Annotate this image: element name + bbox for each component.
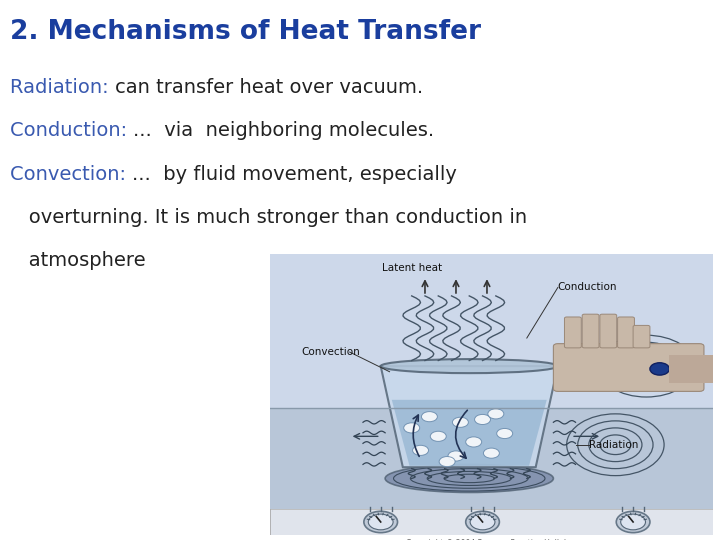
Circle shape [448, 451, 464, 461]
Text: can transfer heat over vacuum.: can transfer heat over vacuum. [115, 78, 423, 97]
Circle shape [439, 456, 455, 467]
Circle shape [470, 514, 495, 530]
Circle shape [452, 417, 469, 427]
Circle shape [616, 511, 650, 532]
FancyBboxPatch shape [554, 343, 704, 392]
FancyBboxPatch shape [564, 317, 581, 348]
Text: ...  by fluid movement, especially: ... by fluid movement, especially [132, 165, 457, 184]
Circle shape [650, 363, 670, 375]
Ellipse shape [381, 359, 558, 373]
Text: overturning. It is much stronger than conduction in: overturning. It is much stronger than co… [10, 208, 527, 227]
Circle shape [466, 437, 482, 447]
Circle shape [488, 409, 504, 419]
Circle shape [404, 423, 420, 433]
Text: Radiation:: Radiation: [10, 78, 115, 97]
FancyBboxPatch shape [270, 509, 713, 535]
Text: Copyright © 2004 Pearson Prentice Hall, Inc.: Copyright © 2004 Pearson Prentice Hall, … [405, 539, 577, 540]
Text: Conduction: Conduction [558, 282, 617, 293]
Circle shape [466, 511, 500, 532]
Text: Conduction:: Conduction: [10, 122, 133, 140]
Circle shape [483, 448, 500, 458]
Circle shape [621, 514, 646, 530]
FancyBboxPatch shape [633, 326, 650, 348]
Circle shape [413, 446, 428, 455]
Circle shape [364, 511, 397, 532]
FancyBboxPatch shape [618, 317, 634, 348]
Text: Convection:: Convection: [10, 165, 132, 184]
FancyBboxPatch shape [582, 314, 599, 348]
Text: ...  via  neighboring molecules.: ... via neighboring molecules. [133, 122, 435, 140]
Circle shape [497, 428, 513, 438]
Circle shape [474, 414, 490, 424]
FancyBboxPatch shape [270, 254, 713, 535]
Text: Convection: Convection [301, 347, 360, 357]
Ellipse shape [385, 464, 554, 492]
Circle shape [431, 431, 446, 441]
Text: Radiation: Radiation [589, 440, 638, 450]
Text: Latent heat: Latent heat [382, 264, 442, 273]
FancyBboxPatch shape [668, 355, 713, 383]
Circle shape [369, 514, 393, 530]
Polygon shape [381, 366, 558, 467]
FancyBboxPatch shape [270, 254, 713, 408]
Text: atmosphere: atmosphere [10, 251, 145, 270]
FancyBboxPatch shape [600, 314, 617, 348]
Text: 2. Mechanisms of Heat Transfer: 2. Mechanisms of Heat Transfer [10, 19, 481, 45]
Circle shape [421, 411, 437, 422]
FancyBboxPatch shape [270, 408, 713, 509]
Polygon shape [392, 400, 546, 466]
